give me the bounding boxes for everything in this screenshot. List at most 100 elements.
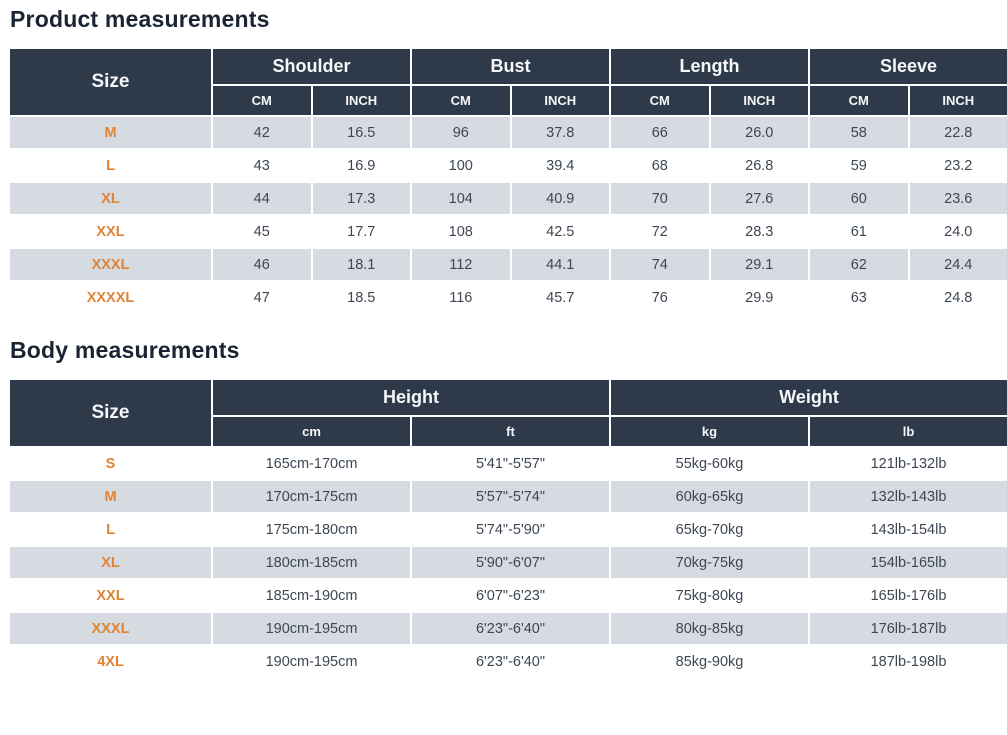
value-cell: 121lb-132lb (807, 446, 1007, 481)
value-cell: 104 (410, 181, 512, 216)
value-cell: 44 (211, 181, 313, 216)
unit-header-bust-inch: INCH (509, 84, 612, 117)
value-cell: 185cm-190cm (211, 578, 412, 613)
size-cell: XXL (8, 578, 213, 613)
table-row: XXXXL 47 18.5 116 45.7 76 29.9 63 24.8 (8, 280, 1007, 315)
value-cell: 24.0 (907, 214, 1007, 249)
size-cell: 4XL (8, 644, 213, 679)
value-cell: 22.8 (907, 115, 1007, 150)
value-cell: 17.3 (310, 181, 413, 216)
product-measurements-section: Product measurements Size Shoulder Bust … (0, 4, 1007, 315)
value-cell: 37.8 (509, 115, 612, 150)
unit-header-height-cm: cm (211, 415, 412, 448)
bust-group-header: Bust (410, 47, 612, 86)
value-cell: 6'23"-6'40" (410, 611, 611, 646)
value-cell: 165cm-170cm (211, 446, 412, 481)
value-cell: 5'74"-5'90" (410, 512, 611, 547)
size-cell: XL (8, 545, 213, 580)
table-row: XL 180cm-185cm 5'90"-6'07" 70kg-75kg 154lb-1… (8, 545, 1007, 580)
value-cell: 23.2 (907, 148, 1007, 183)
value-cell: 187lb-198lb (807, 644, 1007, 679)
value-cell: 108 (410, 214, 512, 249)
product-units-row: CM INCH CM INCH CM INCH CM INCH (9, 84, 1007, 117)
value-cell: 190cm-195cm (211, 644, 412, 679)
value-cell: 42.5 (509, 214, 612, 249)
value-cell: 112 (410, 247, 512, 282)
value-cell: 45.7 (509, 280, 612, 315)
value-cell: 180cm-185cm (211, 545, 412, 580)
table-row: XXL 45 17.7 108 42.5 72 28.3 61 24.0 (8, 214, 1007, 249)
value-cell: 85kg-90kg (609, 644, 810, 679)
value-cell: 47 (211, 280, 313, 315)
value-cell: 29.1 (708, 247, 811, 282)
value-cell: 17.7 (310, 214, 413, 249)
table-row: M 170cm-175cm 5'57"-5'74" 60kg-65kg 132lb-14… (8, 479, 1007, 514)
size-cell: XXXL (8, 247, 213, 282)
table-row: L 175cm-180cm 5'74"-5'90" 65kg-70kg 143lb-15… (8, 512, 1007, 547)
value-cell: 66 (609, 115, 711, 150)
size-cell: XXL (8, 214, 213, 249)
table-row: S 165cm-170cm 5'41"-5'57" 55kg-60kg 121lb-13… (8, 446, 1007, 481)
unit-header-height-ft: ft (410, 415, 611, 448)
value-cell: 70 (609, 181, 711, 216)
value-cell: 132lb-143lb (807, 479, 1007, 514)
body-table-header: Size Height Weight cm ft kg lb (8, 378, 1007, 448)
table-row: XXXL 190cm-195cm 6'23"-6'40" 80kg-85kg 176lb… (8, 611, 1007, 646)
table-row: 4XL 190cm-195cm 6'23"-6'40" 85kg-90kg 187lb-… (8, 644, 1007, 679)
value-cell: 62 (808, 247, 910, 282)
value-cell: 76 (609, 280, 711, 315)
value-cell: 5'57"-5'74" (410, 479, 611, 514)
table-row: XL 44 17.3 104 40.9 70 27.6 60 23.6 (8, 181, 1007, 216)
value-cell: 59 (808, 148, 910, 183)
unit-header-bust-cm: CM (410, 84, 512, 117)
value-cell: 72 (609, 214, 711, 249)
value-cell: 74 (609, 247, 711, 282)
body-size-column-header: Size (8, 378, 213, 448)
value-cell: 75kg-80kg (609, 578, 810, 613)
value-cell: 40.9 (509, 181, 612, 216)
value-cell: 26.8 (708, 148, 811, 183)
product-table-title: Product measurements (10, 6, 270, 32)
size-cell: L (8, 512, 213, 547)
height-group-header: Height (211, 378, 611, 417)
product-table-body: M 42 16.5 96 37.8 66 26.0 58 22.8 L 43 16.9 100 39.4 6… (8, 115, 1007, 315)
value-cell: 143lb-154lb (807, 512, 1007, 547)
unit-header-shoulder-inch: INCH (310, 84, 413, 117)
table-row: XXXL 46 18.1 112 44.1 74 29.1 62 24.4 (8, 247, 1007, 282)
value-cell: 24.4 (907, 247, 1007, 282)
value-cell: 175cm-180cm (211, 512, 412, 547)
value-cell: 18.5 (310, 280, 413, 315)
value-cell: 60 (808, 181, 910, 216)
weight-group-header: Weight (608, 378, 1007, 417)
unit-header-length-inch: INCH (708, 84, 811, 117)
value-cell: 61 (808, 214, 910, 249)
value-cell: 26.0 (708, 115, 811, 150)
size-cell: M (8, 115, 213, 150)
table-row: L 43 16.9 100 39.4 68 26.8 59 23.2 (8, 148, 1007, 183)
shoulder-group-header: Shoulder (210, 47, 413, 86)
value-cell: 55kg-60kg (609, 446, 810, 481)
body-measurements-section: Body measurements Size Height Weight cm f… (0, 335, 1007, 679)
product-table-header: Size Shoulder Bust Length Sleeve CM INCH C… (8, 47, 1007, 117)
value-cell: 80kg-85kg (609, 611, 810, 646)
value-cell: 65kg-70kg (609, 512, 810, 547)
product-size-column-header: Size (8, 47, 213, 117)
value-cell: 44.1 (509, 247, 612, 282)
body-measurements-table: Size Height Weight cm ft kg lb S 165cm-170cm… (8, 378, 1007, 679)
value-cell: 27.6 (708, 181, 811, 216)
unit-header-length-cm: CM (609, 84, 711, 117)
size-cell: XXXXL (8, 280, 213, 315)
size-cell: S (8, 446, 213, 481)
value-cell: 6'23"-6'40" (410, 644, 611, 679)
table-row: XXL 185cm-190cm 6'07"-6'23" 75kg-80kg 165lb-… (8, 578, 1007, 613)
unit-header-sleeve-cm: CM (808, 84, 910, 117)
value-cell: 29.9 (708, 280, 811, 315)
value-cell: 96 (410, 115, 512, 150)
unit-header-weight-kg: kg (609, 415, 810, 448)
value-cell: 165lb-176lb (807, 578, 1007, 613)
body-units-row: cm ft kg lb (9, 415, 1007, 448)
value-cell: 5'41"-5'57" (410, 446, 611, 481)
value-cell: 46 (211, 247, 313, 282)
unit-header-sleeve-inch: INCH (907, 84, 1007, 117)
size-cell: XL (8, 181, 213, 216)
